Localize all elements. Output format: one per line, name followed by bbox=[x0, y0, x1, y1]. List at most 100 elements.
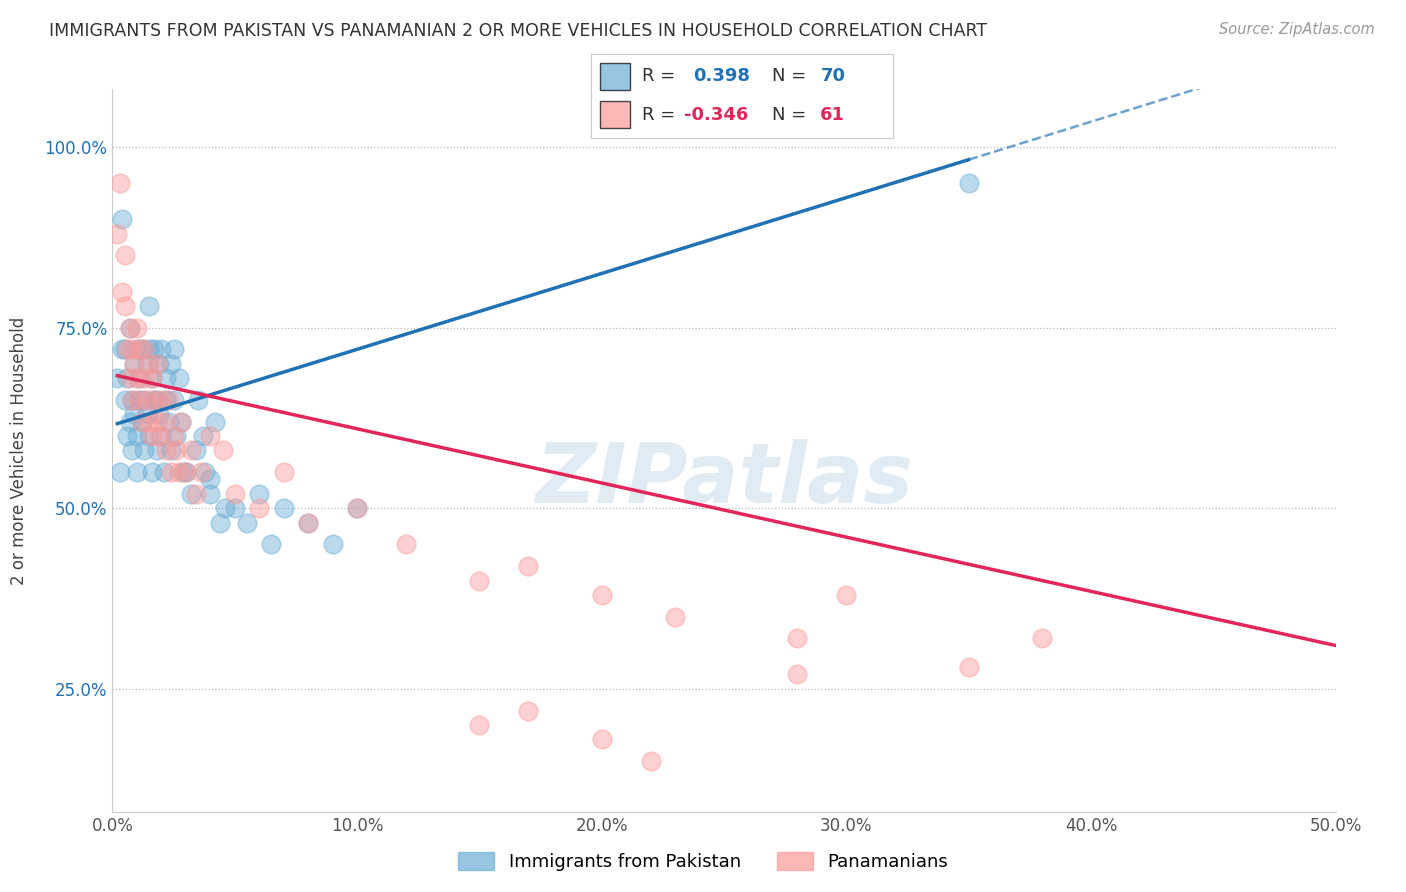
Point bbox=[214, 501, 236, 516]
FancyBboxPatch shape bbox=[599, 101, 630, 128]
Text: 61: 61 bbox=[820, 105, 845, 123]
Point bbox=[141, 429, 163, 443]
Point bbox=[160, 443, 183, 458]
Point bbox=[172, 465, 194, 479]
Point bbox=[121, 343, 143, 357]
Point bbox=[131, 415, 153, 429]
Text: 0.398: 0.398 bbox=[693, 68, 751, 86]
Point bbox=[111, 212, 134, 227]
Point bbox=[145, 357, 167, 371]
Point bbox=[517, 559, 540, 574]
Point bbox=[141, 465, 163, 479]
Point bbox=[121, 392, 143, 407]
Point bbox=[148, 429, 170, 443]
Point bbox=[134, 343, 156, 357]
Point bbox=[247, 501, 270, 516]
Point bbox=[141, 371, 163, 385]
Text: -0.346: -0.346 bbox=[685, 105, 748, 123]
Point bbox=[105, 371, 128, 385]
Point bbox=[273, 465, 295, 479]
Text: Source: ZipAtlas.com: Source: ZipAtlas.com bbox=[1219, 22, 1375, 37]
Point bbox=[141, 371, 163, 385]
Point bbox=[224, 487, 246, 501]
Point bbox=[297, 516, 319, 530]
Point bbox=[138, 299, 160, 313]
Point bbox=[160, 465, 183, 479]
Point bbox=[150, 392, 173, 407]
Point bbox=[125, 320, 148, 334]
Point bbox=[105, 227, 128, 241]
Point bbox=[260, 537, 283, 551]
Point bbox=[157, 415, 180, 429]
Point bbox=[163, 392, 186, 407]
Point bbox=[187, 392, 209, 407]
Text: IMMIGRANTS FROM PAKISTAN VS PANAMANIAN 2 OR MORE VEHICLES IN HOUSEHOLD CORRELATI: IMMIGRANTS FROM PAKISTAN VS PANAMANIAN 2… bbox=[49, 22, 987, 40]
Point bbox=[236, 516, 259, 530]
Point bbox=[957, 660, 980, 674]
Point bbox=[180, 487, 202, 501]
Text: ZIPatlas: ZIPatlas bbox=[536, 439, 912, 520]
Point bbox=[150, 343, 173, 357]
Point bbox=[468, 574, 491, 588]
Point bbox=[163, 343, 186, 357]
Point bbox=[155, 371, 177, 385]
Point bbox=[138, 357, 160, 371]
Point bbox=[145, 443, 167, 458]
Point bbox=[125, 343, 148, 357]
Point bbox=[111, 343, 134, 357]
Text: 70: 70 bbox=[820, 68, 845, 86]
Point bbox=[134, 371, 156, 385]
Point bbox=[200, 429, 222, 443]
Point bbox=[115, 429, 138, 443]
Point bbox=[247, 487, 270, 501]
Point bbox=[591, 732, 613, 747]
Point bbox=[191, 429, 214, 443]
Point bbox=[128, 392, 150, 407]
Point bbox=[835, 588, 858, 602]
Point bbox=[135, 357, 157, 371]
Point bbox=[170, 415, 193, 429]
Point bbox=[115, 343, 138, 357]
Point bbox=[517, 704, 540, 718]
Point bbox=[148, 407, 170, 421]
Point bbox=[155, 392, 177, 407]
Point bbox=[346, 501, 368, 516]
Point bbox=[640, 754, 662, 768]
Point bbox=[180, 443, 202, 458]
Point bbox=[273, 501, 295, 516]
Point bbox=[134, 443, 156, 458]
Point bbox=[297, 516, 319, 530]
Point bbox=[121, 443, 143, 458]
Point bbox=[111, 285, 134, 299]
Text: N =: N = bbox=[772, 105, 811, 123]
Point bbox=[115, 371, 138, 385]
Point bbox=[118, 320, 141, 334]
Point bbox=[138, 343, 160, 357]
Point bbox=[143, 392, 166, 407]
Point bbox=[114, 343, 136, 357]
Point bbox=[209, 516, 232, 530]
Point bbox=[118, 371, 141, 385]
Point bbox=[118, 320, 141, 334]
Text: N =: N = bbox=[772, 68, 811, 86]
Point bbox=[346, 501, 368, 516]
Point bbox=[121, 392, 143, 407]
Point bbox=[128, 371, 150, 385]
Point bbox=[124, 407, 146, 421]
Legend: Immigrants from Pakistan, Panamanians: Immigrants from Pakistan, Panamanians bbox=[451, 845, 955, 879]
Point bbox=[157, 392, 180, 407]
Point bbox=[145, 415, 167, 429]
Point bbox=[174, 465, 197, 479]
Point bbox=[128, 343, 150, 357]
Point bbox=[786, 667, 808, 681]
Point bbox=[138, 429, 160, 443]
Point bbox=[163, 429, 186, 443]
Point bbox=[957, 176, 980, 190]
Point bbox=[114, 248, 136, 262]
Point bbox=[194, 465, 217, 479]
Point bbox=[155, 443, 177, 458]
Point bbox=[124, 357, 146, 371]
Point bbox=[150, 429, 173, 443]
Point bbox=[118, 415, 141, 429]
Point bbox=[200, 487, 222, 501]
